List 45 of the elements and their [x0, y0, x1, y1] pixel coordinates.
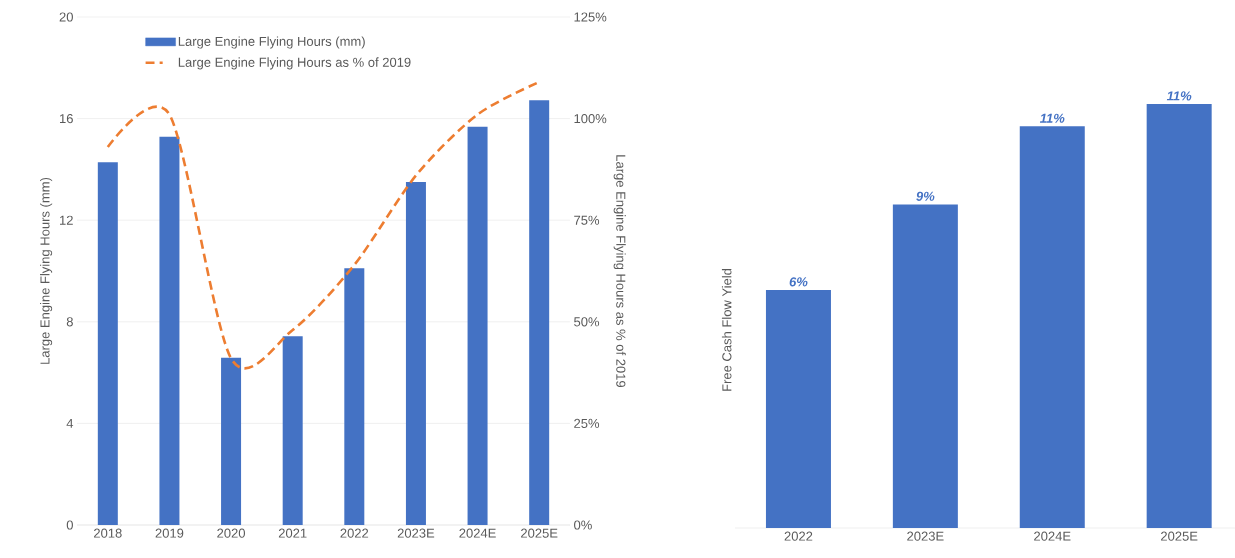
x-tick-label: 2025E	[1161, 531, 1198, 541]
y-tick-label: 0	[66, 520, 73, 530]
x-tick-label: 2022	[784, 531, 813, 541]
y-tick-label: 12	[60, 215, 73, 225]
bar	[892, 204, 958, 528]
y2-tick-label: 75%	[574, 215, 600, 225]
y-axis-title: Large Engine Flying Hours (mm)	[40, 177, 53, 364]
x-tick-label: 2022	[340, 528, 369, 538]
x-tick-label: 2019	[155, 528, 184, 538]
x-tick-label: 2020	[217, 528, 246, 538]
x-tick-label: 2023E	[907, 531, 944, 541]
x-tick-label: 2018	[94, 528, 122, 538]
bar	[1019, 126, 1085, 528]
y2-tick-label: 25%	[574, 418, 600, 428]
y2-tick-label: 0%	[574, 520, 592, 530]
bar	[159, 136, 180, 525]
bar	[97, 162, 118, 525]
bar	[221, 357, 242, 525]
y-tick-label: 8	[66, 317, 73, 327]
data-label: 11%	[1166, 91, 1192, 101]
y2-tick-label: 100%	[574, 113, 607, 124]
y2-tick-label: 50%	[574, 317, 600, 327]
x-tick-label: 2025E	[521, 528, 558, 538]
y2-tick-label: 125%	[574, 12, 607, 22]
x-tick-label: 2024E	[459, 528, 496, 538]
legend-label: Large Engine Flying Hours as % of 2019	[178, 57, 411, 70]
y-tick-label: 20	[59, 12, 73, 22]
x-tick-label: 2024E	[1034, 531, 1071, 541]
x-tick-label: 2021	[278, 528, 307, 538]
bar	[765, 289, 831, 528]
data-label: 6%	[789, 277, 808, 287]
data-label: 9%	[916, 191, 935, 201]
bar	[405, 182, 426, 525]
y-tick-label: 16	[60, 113, 73, 124]
legend-label: Large Engine Flying Hours (mm)	[178, 36, 365, 49]
bar	[467, 126, 488, 525]
x-tick-label: 2023E	[397, 528, 435, 538]
data-label: 11%	[1039, 113, 1065, 123]
y2-axis-title: Large Engine Flying Hours as % of 2019	[613, 155, 626, 388]
bar	[529, 100, 550, 525]
bar	[344, 268, 365, 525]
y-axis-title: Free Cash Flow Yield	[721, 268, 732, 391]
bar	[282, 336, 303, 525]
y-tick-label: 4	[66, 418, 74, 428]
bar	[1146, 104, 1212, 528]
